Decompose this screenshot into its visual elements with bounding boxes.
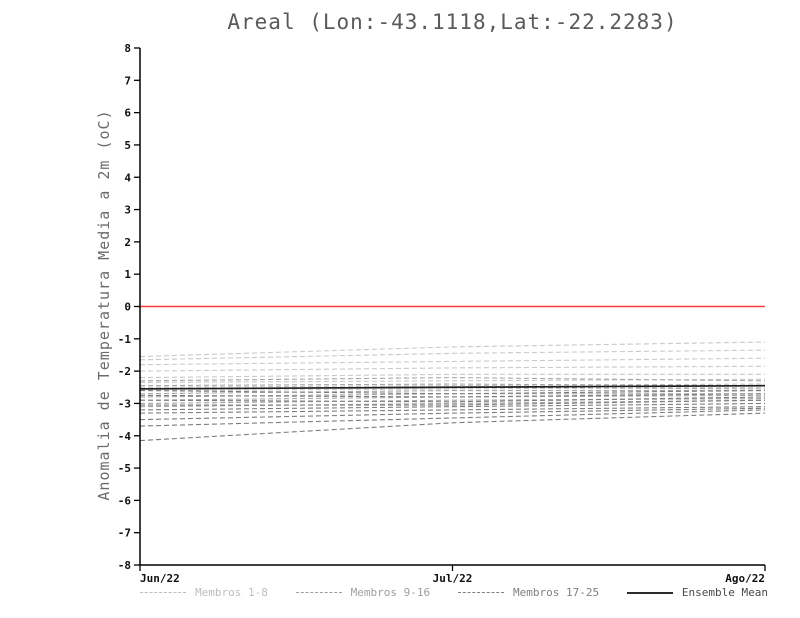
legend-item-membros-17-25: Membros 17-25 <box>457 586 600 599</box>
chart-legend: Membros 1-8 Membros 9-16 Membros 17-25 E… <box>140 586 768 599</box>
svg-text:6: 6 <box>124 107 131 120</box>
legend-item-membros-1-8: Membros 1-8 <box>140 586 268 599</box>
svg-text:Jun/22: Jun/22 <box>140 572 180 585</box>
legend-item-membros-9-16: Membros 9-16 <box>295 586 431 599</box>
dashed-line-swatch <box>457 592 504 593</box>
chart-title: Areal (Lon:-43.1118,Lat:-22.2283) <box>227 10 678 34</box>
svg-text:-7: -7 <box>118 527 131 540</box>
legend-label: Membros 1-8 <box>195 586 268 599</box>
svg-text:-5: -5 <box>118 462 131 475</box>
legend-label: Ensemble Mean <box>681 586 768 599</box>
svg-text:-4: -4 <box>118 430 132 443</box>
svg-text:Jul/22: Jul/22 <box>433 572 473 585</box>
svg-text:5: 5 <box>124 139 131 152</box>
svg-text:Ago/22: Ago/22 <box>725 572 765 585</box>
svg-text:1: 1 <box>124 268 131 281</box>
svg-text:7: 7 <box>124 74 131 87</box>
legend-item-ensemble-mean: Ensemble Mean <box>626 586 768 599</box>
legend-label: Membros 9-16 <box>350 586 431 599</box>
svg-text:-6: -6 <box>118 494 132 507</box>
solid-line-swatch <box>626 591 673 594</box>
svg-text:-8: -8 <box>118 559 131 572</box>
svg-text:8: 8 <box>124 42 131 55</box>
svg-text:4: 4 <box>124 171 131 184</box>
legend-label: Membros 17-25 <box>512 586 600 599</box>
svg-text:0: 0 <box>124 301 131 314</box>
svg-text:-1: -1 <box>118 333 132 346</box>
svg-text:2: 2 <box>124 236 131 249</box>
dashed-line-swatch <box>295 592 342 593</box>
dashed-line-swatch <box>140 592 186 593</box>
svg-text:3: 3 <box>124 204 131 217</box>
svg-text:-3: -3 <box>118 397 131 410</box>
svg-text:-2: -2 <box>118 365 131 378</box>
